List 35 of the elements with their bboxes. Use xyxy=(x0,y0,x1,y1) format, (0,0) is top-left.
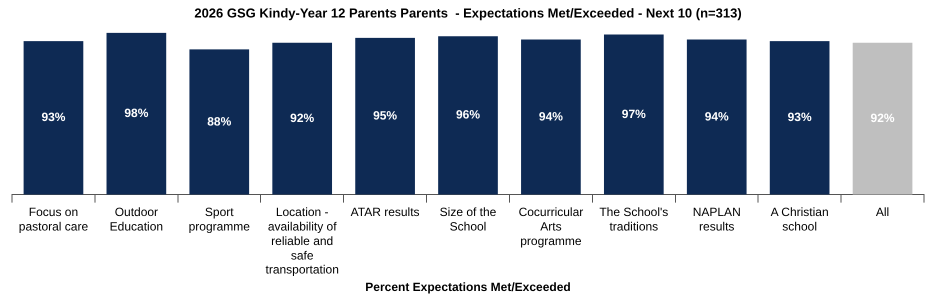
bar xyxy=(686,40,747,195)
bar xyxy=(106,32,166,195)
bar xyxy=(438,36,498,195)
data-label: 92% xyxy=(290,111,315,126)
x-tick-label: The School's traditions xyxy=(599,205,668,234)
x-tick-label: Size of the School xyxy=(440,205,497,234)
bar xyxy=(189,49,250,195)
bar xyxy=(852,42,912,195)
bar xyxy=(24,41,84,195)
data-label: 95% xyxy=(373,108,398,123)
x-tick-label: A Christian school xyxy=(770,205,829,234)
bar xyxy=(770,41,830,195)
data-label: 94% xyxy=(538,109,564,124)
data-label: 93% xyxy=(788,110,812,124)
x-axis-title: Percent Expectations Met/Exceeded xyxy=(365,280,571,294)
x-tick-label: Cocurricular Arts programme xyxy=(518,205,584,248)
data-label: 98% xyxy=(124,106,149,120)
x-tick-label: Outdoor Education xyxy=(110,205,164,234)
x-tick-label: Focus on pastoral care xyxy=(18,205,88,234)
data-label: 88% xyxy=(207,114,232,128)
data-label: 97% xyxy=(622,106,646,121)
x-tick-label: All xyxy=(876,205,890,220)
data-label: 94% xyxy=(704,109,730,124)
bar xyxy=(521,40,581,195)
chart-title: 2026 GSG Kindy-Year 12 Parents Parents - Expectations Met/Exceeded - Next 10 (n=313) xyxy=(194,5,742,20)
x-tick-label: ATAR results xyxy=(350,205,420,220)
bar xyxy=(355,38,415,195)
bar xyxy=(272,42,332,195)
bar xyxy=(604,34,664,195)
x-tick-label: NAPLAN results xyxy=(692,205,741,234)
data-label: 96% xyxy=(456,108,480,122)
x-tick-label: Sport programme xyxy=(188,205,250,234)
data-label: 93% xyxy=(41,110,66,124)
data-label: 92% xyxy=(870,111,895,126)
x-tick-label: Location - availability of reliable and safe transportation xyxy=(265,205,339,277)
